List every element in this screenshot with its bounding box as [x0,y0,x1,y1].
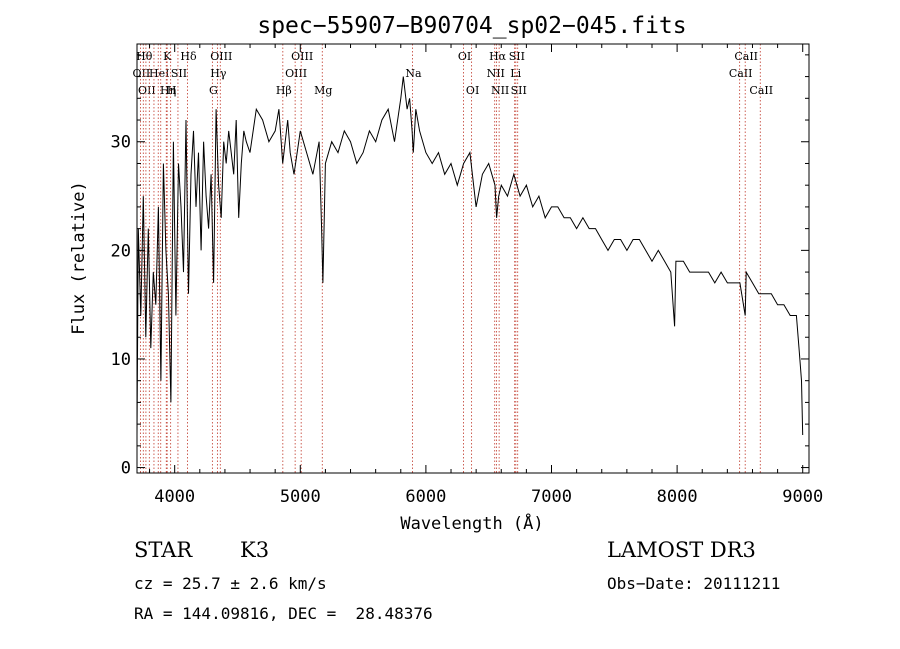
spectral-line-label: HeI [149,67,169,80]
spectral-line-label: CaII [734,50,758,63]
x-tick-label: 4000 [154,487,195,507]
survey-name: LAMOST DR3 [607,538,756,562]
spectral-line-label: Hη [160,84,176,97]
object-class: STAR [134,538,193,562]
x-tick-label: 6000 [405,487,446,507]
spectral-line-label: OI [458,50,471,63]
spectral-line-label: Mg [314,84,332,97]
spectral-line-label: NII [491,84,509,97]
spectral-line-label: SII [171,67,187,80]
spectral-line-label: NII [487,67,505,80]
spectral-line-label: OI [466,84,479,97]
coordinates: RA = 144.09816, DEC = 28.48376 [134,604,433,623]
y-axis: 0 10 20 30 [111,54,809,479]
spectral-line-label: Hβ [276,84,292,97]
spectrum-line [136,76,804,436]
spectral-line-label: OIII [285,67,307,80]
spectral-line-marks: OIIHθOIIHeIKHηHSIIHδGHγOIIIHβOIIIOIIIMgN… [133,44,773,473]
chart-title: spec−55907−B90704_sp02−045.fits [257,13,686,39]
y-tick-label: 0 [121,459,131,479]
plot-frame [136,43,810,474]
x-axis-title: Wavelength (Å) [400,512,543,534]
spectral-line-label: OII [138,84,156,97]
spectral-line-label: SII [511,84,527,97]
x-tick-label: 8000 [657,487,698,507]
x-tick-label: 9000 [782,487,823,507]
spectral-line-label: OIII [291,50,313,63]
spectral-line-label: SII [509,50,525,63]
spectral-line-label: K [163,50,172,63]
y-tick-label: 20 [111,241,131,261]
spectral-line-label: Hδ [180,50,197,63]
spectral-line-label: G [209,84,218,97]
y-tick-label: 30 [111,133,131,153]
spectral-line-label: Hγ [210,67,227,80]
redshift-text: cz = 25.7 ± 2.6 km/s [134,574,327,593]
y-axis-title: Flux (relative) [69,181,89,335]
spectral-line-label: CaII [729,67,753,80]
x-axis: 4000 5000 6000 7000 8000 9000 [149,44,823,507]
x-tick-label: 5000 [280,487,321,507]
spectral-line-label: OIII [210,50,232,63]
spectral-line-label: Hα [489,50,507,63]
spectral-line-label: H [167,84,177,97]
x-tick-label: 7000 [531,487,572,507]
object-subclass: K3 [240,538,270,562]
y-tick-label: 10 [111,350,131,370]
obs-date: Obs−Date: 20111211 [607,574,781,593]
spectral-line-label: Na [405,67,422,80]
spectral-line-label: CaII [749,84,773,97]
spectral-line-label: Hθ [136,50,153,63]
spectral-line-label: OII [133,67,151,80]
